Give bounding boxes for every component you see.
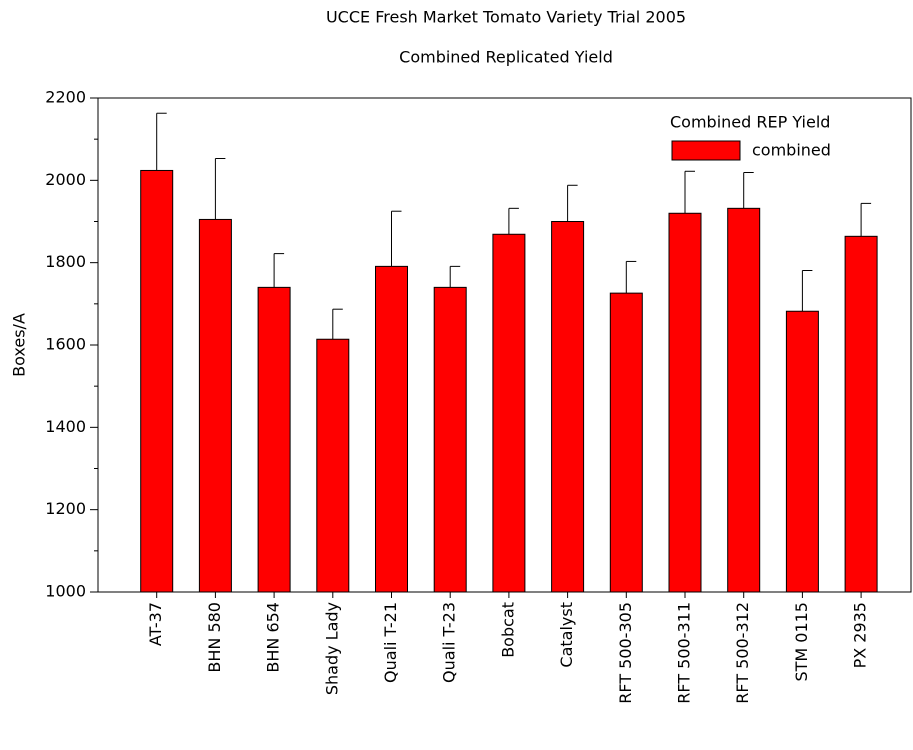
x-tick-label: BHN 654	[264, 602, 283, 673]
bar	[375, 265, 408, 593]
x-tick-label: BHN 580	[205, 602, 224, 673]
x-tick-label: Bobcat	[498, 602, 517, 658]
bar	[140, 169, 174, 593]
bar	[844, 235, 878, 593]
error-bar	[156, 112, 167, 171]
y-tick-label: 1800	[45, 252, 86, 271]
error-bar	[449, 265, 461, 288]
y-tick-label: 1400	[45, 417, 86, 436]
chart-title: UCCE Fresh Market Tomato Variety Trial 2…	[326, 8, 686, 27]
bar	[668, 212, 702, 593]
error-bar	[214, 158, 226, 220]
bar	[198, 218, 232, 593]
legend-title: Combined REP Yield	[670, 113, 830, 132]
bar	[492, 233, 526, 593]
x-tick-label: RFT 500-311	[675, 602, 694, 704]
legend-swatch	[671, 140, 741, 161]
x-tick-label: Quali T-21	[381, 602, 400, 683]
x-tick-label: Shady Lady	[322, 602, 341, 695]
y-axis-label: Boxes/A	[10, 313, 29, 377]
bar	[257, 286, 291, 593]
bar	[316, 338, 350, 593]
bar	[551, 221, 585, 593]
x-tick-label: AT-37	[146, 602, 165, 646]
y-tick-label: 2200	[45, 88, 86, 107]
error-bar	[391, 210, 402, 267]
x-tick-label: Catalyst	[557, 602, 576, 668]
legend-label: combined	[752, 141, 831, 160]
x-tick-label: RFT 500-312	[733, 602, 752, 704]
y-tick-label: 1000	[45, 582, 86, 601]
bar	[609, 292, 643, 593]
error-bar	[860, 202, 872, 237]
error-bar	[273, 253, 285, 288]
bar	[433, 286, 467, 593]
y-tick-label: 1200	[45, 499, 86, 518]
x-tick-label: Quali T-23	[440, 602, 459, 683]
x-tick-label: STM 0115	[792, 602, 811, 682]
x-tick-label: PX 2935	[851, 602, 870, 668]
x-tick-label: RFT 500-305	[616, 602, 635, 704]
error-bar	[567, 184, 578, 222]
chart-subtitle: Combined Replicated Yield	[399, 48, 613, 67]
error-bar	[684, 170, 695, 214]
y-tick-label: 2000	[45, 170, 86, 189]
y-tick-label: 1600	[45, 335, 86, 354]
bar	[727, 207, 761, 593]
error-bar	[801, 269, 813, 312]
error-bar	[508, 207, 519, 235]
error-bar	[743, 172, 754, 209]
error-bar	[332, 308, 343, 340]
error-bar	[625, 260, 637, 294]
bar	[785, 310, 819, 593]
